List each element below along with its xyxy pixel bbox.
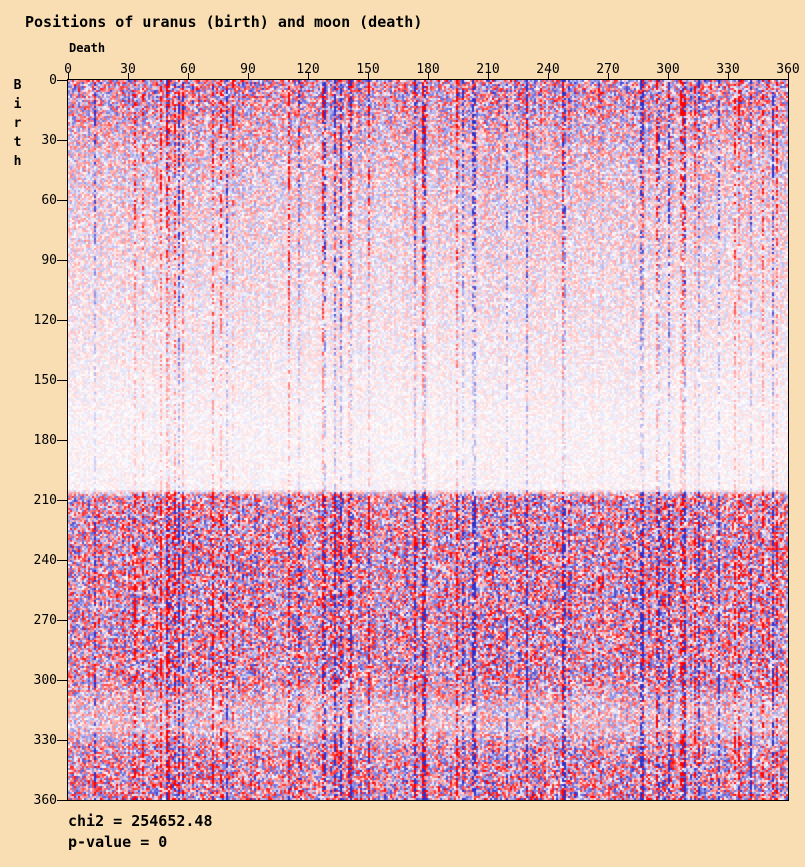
x-tick-mark (368, 73, 369, 79)
x-tick-mark (788, 73, 789, 79)
y-tick-mark (57, 380, 67, 381)
x-tick-label: 330 (716, 62, 740, 77)
y-tick-label: 300 (33, 673, 57, 688)
x-tick-label: 180 (416, 62, 440, 77)
y-tick-label: 180 (33, 433, 57, 448)
y-tick-label: 360 (33, 793, 57, 808)
x-tick-label: 120 (296, 62, 320, 77)
x-tick-label: 0 (64, 62, 72, 77)
y-tick-mark (57, 140, 67, 141)
y-tick-mark (57, 320, 67, 321)
y-tick-label: 120 (33, 313, 57, 328)
y-tick-label: 210 (33, 493, 57, 508)
x-tick-mark (548, 73, 549, 79)
x-tick-label: 210 (476, 62, 500, 77)
x-tick-label: 360 (776, 62, 800, 77)
x-tick-label: 90 (240, 62, 256, 77)
y-tick-mark (57, 260, 67, 261)
y-tick-mark (57, 80, 67, 81)
x-tick-label: 60 (180, 62, 196, 77)
y-tick-label: 30 (41, 133, 57, 148)
x-tick-mark (488, 73, 489, 79)
x-tick-label: 240 (536, 62, 560, 77)
y-tick-label: 330 (33, 733, 57, 748)
chart-title: Positions of uranus (birth) and moon (de… (25, 13, 423, 31)
y-tick-mark (57, 800, 67, 801)
y-tick-mark (57, 200, 67, 201)
y-tick-label: 60 (41, 193, 57, 208)
x-tick-mark (188, 73, 189, 79)
y-tick-label: 270 (33, 613, 57, 628)
y-tick-mark (57, 500, 67, 501)
y-tick-label: 0 (49, 73, 57, 88)
x-tick-label: 300 (656, 62, 680, 77)
x-axis-label-death: Death (69, 41, 106, 55)
x-tick-mark (668, 73, 669, 79)
x-tick-label: 150 (356, 62, 380, 77)
x-tick-mark (128, 73, 129, 79)
chi2-stat: chi2 = 254652.48 (68, 812, 213, 830)
y-tick-label: 240 (33, 553, 57, 568)
y-tick-label: 90 (41, 253, 57, 268)
y-tick-label: 150 (33, 373, 57, 388)
x-tick-mark (608, 73, 609, 79)
x-tick-label: 270 (596, 62, 620, 77)
x-tick-mark (248, 73, 249, 79)
x-tick-mark (68, 73, 69, 79)
y-tick-mark (57, 740, 67, 741)
y-tick-mark (57, 560, 67, 561)
heatmap-canvas (68, 80, 788, 800)
y-tick-mark (57, 440, 67, 441)
x-tick-label: 30 (120, 62, 136, 77)
y-tick-mark (57, 680, 67, 681)
x-tick-mark (728, 73, 729, 79)
p-value-stat: p-value = 0 (68, 833, 168, 851)
x-tick-mark (308, 73, 309, 79)
y-axis-label-birth: Birth (10, 78, 25, 173)
y-tick-mark (57, 620, 67, 621)
heatmap-plot-area (67, 79, 789, 801)
x-tick-mark (428, 73, 429, 79)
